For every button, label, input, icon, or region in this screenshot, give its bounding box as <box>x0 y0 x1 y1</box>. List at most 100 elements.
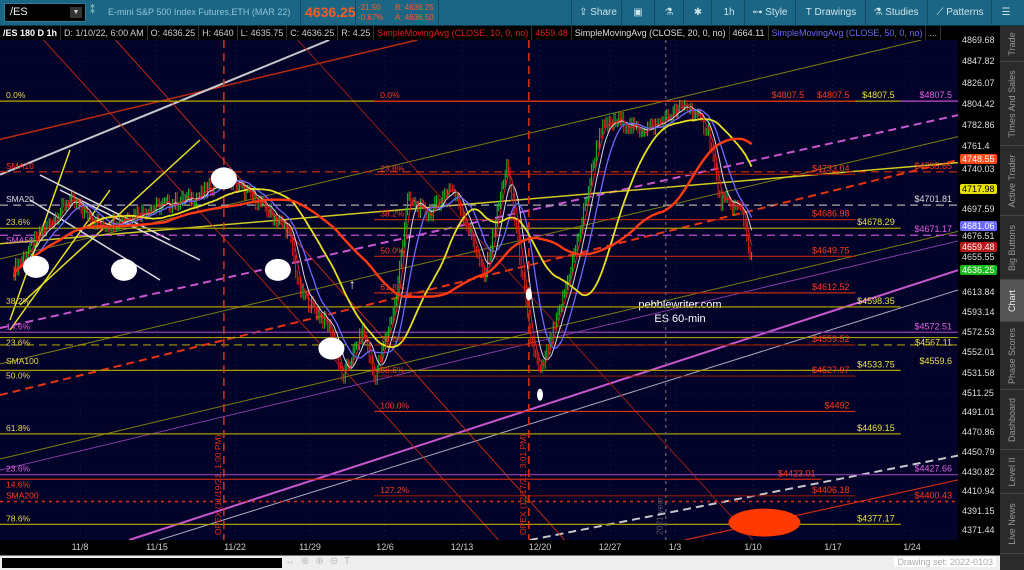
date-tick-label: 12/20 <box>528 542 552 552</box>
fib-price-label: $4807.5 <box>772 90 805 100</box>
alert-button[interactable]: ▣ <box>622 0 654 26</box>
bar-high: H: 4640 <box>199 26 238 40</box>
date-tick-label: 11/22 <box>224 542 246 552</box>
style-button[interactable]: ⊶ Style <box>745 0 795 26</box>
fib-level-label: 88.6% <box>380 365 405 375</box>
price-tick-label: 4804.42 <box>962 99 995 110</box>
divider <box>438 0 439 26</box>
fib-level-label: SMA10 <box>6 161 34 171</box>
symbol-input[interactable]: /ES ▼ <box>4 3 86 22</box>
tab-label: Phase Scores <box>1007 327 1017 384</box>
highlight-ellipse <box>318 337 345 360</box>
study-sma10[interactable]: SimpleMovingAvg (CLOSE, 10, 0, no) <box>374 26 533 40</box>
side-tab-times-and-sales[interactable]: Times And Sales <box>1000 62 1024 146</box>
chart-canvas[interactable]: pebblewriter.com ES 60-min OPEX (11/19/21,… <box>0 40 958 540</box>
watermark-text: pebblewriter.com <box>638 299 721 311</box>
trendline <box>0 159 958 397</box>
trendline <box>0 240 958 471</box>
price-tick-label: 4410.94 <box>962 486 995 497</box>
text-t-icon[interactable]: T <box>344 556 357 567</box>
fib-price-label: $4400.43 <box>914 490 952 500</box>
chart-scrollbar[interactable] <box>2 558 282 568</box>
fib-level-label: 100.0% <box>380 400 409 410</box>
highlight-ellipse <box>264 258 291 281</box>
side-tab-big-buttons[interactable]: Big Buttons <box>1000 216 1024 280</box>
fib-level-label: 23.6% <box>380 163 405 173</box>
menu-button[interactable]: ☰ <box>992 0 1020 26</box>
side-tab-level-ii[interactable]: Level II <box>1000 450 1024 494</box>
fib-level-label: 14.6% <box>6 321 31 331</box>
chart-info-bar: /ES 180 D 1h D: 1/10/22, 6:00 AM O: 4636.2… <box>0 26 1000 40</box>
bar-low: L: 4635.75 <box>238 26 288 40</box>
share-button[interactable]: ⇪ Share <box>572 0 624 26</box>
trendline <box>0 40 330 176</box>
symbol-value: /ES <box>10 6 28 18</box>
fib-price-label: $4612.52 <box>812 282 850 292</box>
last-price: 4636.25 <box>305 4 356 20</box>
zoom-in-icon[interactable]: ⊕ <box>315 556 330 567</box>
style-icon: ⊶ <box>752 7 766 18</box>
fib-price-label: $4406.18 <box>812 485 850 495</box>
watermark-text: ES 60-min <box>654 313 705 325</box>
divider <box>355 0 356 26</box>
fib-price-label: $4533.75 <box>857 359 895 369</box>
date-tick-label: 1/10 <box>744 542 762 552</box>
divider <box>300 0 301 26</box>
side-tab-trade[interactable]: Trade <box>1000 26 1024 62</box>
1h-button[interactable]: 1h <box>712 0 746 26</box>
price-badge: 4717.98 <box>960 184 997 195</box>
pan-icon[interactable]: ↔ <box>285 556 301 567</box>
fib-level-label: 23.6% <box>6 217 31 227</box>
gear-icon: ✱ <box>693 7 703 18</box>
price-tick-label: 4740.03 <box>962 164 995 175</box>
button-label: Studies <box>885 7 919 18</box>
study-sma20[interactable]: SimpleMovingAvg (CLOSE, 20, 0, no) <box>572 26 730 40</box>
tab-label: Big Buttons <box>1007 224 1017 271</box>
more-studies[interactable]: ... <box>926 26 941 40</box>
date-axis[interactable]: 11/8 11/15 11/22 11/29 12/6 12/13 12/20 12/27 1/… <box>0 540 958 555</box>
price-axis[interactable]: 4748.55 4717.98 4681.06 4659.48 4636.25 4869.… <box>958 35 1000 540</box>
side-tab-live-news[interactable]: Live News <box>1000 494 1024 554</box>
study-sma50[interactable]: SimpleMovingAvg (CLOSE, 50, 0, no) <box>769 26 927 40</box>
study-sma20-value: 4664.11 <box>730 26 769 40</box>
drawing-set[interactable]: Drawing set: 2022-0103 <box>894 557 996 567</box>
tab-label: Trade <box>1007 31 1017 56</box>
crosshair-icon[interactable]: ⊕ <box>301 556 316 567</box>
date-tick-label: 1/3 <box>668 542 682 552</box>
price-badge: 4681.06 <box>960 220 997 231</box>
price-tick-label: 4761.4 <box>962 141 990 152</box>
bid-ask: B: 4636.25 A: 4636.50 <box>395 3 434 23</box>
patterns-button[interactable]: ⟋ Patterns <box>928 0 992 26</box>
divider <box>927 0 928 26</box>
side-tab-chart[interactable]: Chart <box>1000 280 1024 322</box>
drawings-button[interactable]: T Drawings <box>796 0 866 26</box>
gear-button[interactable]: ✱ <box>684 0 712 26</box>
side-tab-dashboard[interactable]: Dashboard <box>1000 390 1024 450</box>
side-tab-phase-scores[interactable]: Phase Scores <box>1000 322 1024 390</box>
date-tick-label: 11/29 <box>299 542 321 552</box>
divider <box>744 0 745 26</box>
price-badge: 4636.25 <box>960 264 997 275</box>
share-icon: ⇪ <box>579 7 591 18</box>
fib-level-label: 38.2% <box>6 296 31 306</box>
studies-button[interactable]: ⚗ Studies <box>866 0 926 26</box>
fib-price-label: $4678.29 <box>857 217 895 227</box>
channel-line <box>39 174 171 241</box>
fib-price-label: $4559.52 <box>812 334 850 344</box>
price-tick-label: 4655.55 <box>962 252 995 263</box>
flask-icon: ⚗ <box>873 7 886 18</box>
chevron-down-icon[interactable]: ▼ <box>70 7 82 18</box>
event-label: 2021 year <box>655 497 665 535</box>
price-chart[interactable]: pebblewriter.com ES 60-min OPEX (11/19/21,… <box>0 40 958 540</box>
price-tick-label: 4450.79 <box>962 446 995 457</box>
trendline <box>0 114 958 329</box>
side-tab-active-trader[interactable]: Active Trader <box>1000 146 1024 216</box>
flask-button[interactable]: ⚗ <box>655 0 683 26</box>
link-icon[interactable]: ⁑ <box>90 5 95 16</box>
event-label: OPEX (12/17/21, 3:01 PM) <box>518 434 528 535</box>
price-tick-label: 4391.15 <box>962 505 995 516</box>
zoom-out-icon[interactable]: ⊖ <box>329 556 345 567</box>
event-label: OPEX (11/19/21, 1:00 PM) <box>213 434 223 535</box>
fib-level-label: 127.2% <box>380 485 409 495</box>
trendline <box>43 40 499 540</box>
